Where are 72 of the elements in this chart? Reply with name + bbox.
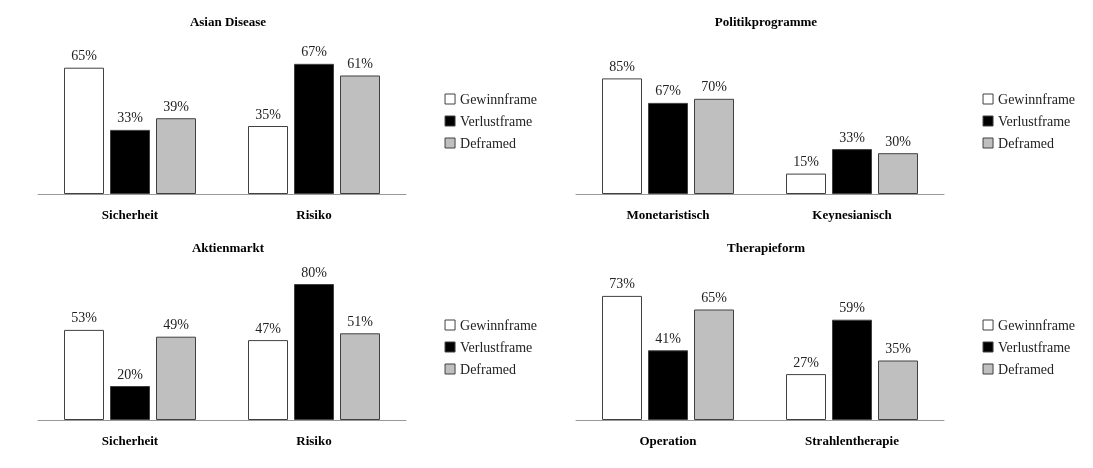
bar [694,309,734,420]
x-tick-label: Risiko [296,207,332,222]
legend-label: Gewinnframe [460,91,537,107]
x-tick-label: Strahlentherapie [805,433,900,448]
x-tick-label: Monetaristisch [626,207,711,222]
bar [832,149,872,194]
data-label: 67% [301,44,328,60]
data-label: 70% [701,79,728,95]
bar [878,153,918,194]
bar [110,386,150,420]
bar [64,67,104,194]
bar [156,336,196,420]
data-label: 30% [885,133,912,149]
bar [602,295,642,420]
legend-label: Gewinnframe [998,317,1075,333]
bar [110,129,150,194]
data-label: 49% [163,317,190,333]
bar [878,360,918,420]
bar [294,63,334,194]
legend-label: Deframed [460,135,516,151]
data-label: 65% [701,290,728,305]
bar [294,284,334,420]
bar [832,319,872,420]
bar [786,374,826,420]
bar [602,78,642,194]
legend-label: Gewinnframe [998,91,1075,107]
x-tick-label: Sicherheit [101,433,159,448]
legend-label: Deframed [998,361,1054,377]
chart-title: Asian Disease [189,14,267,29]
legend-label: Verlustframe [460,113,533,129]
data-label: 51% [347,313,374,329]
x-tick-label: Sicherheit [101,207,159,222]
bar [340,75,380,194]
data-label: 47% [255,320,282,336]
chart-title: Therapieform [727,240,806,255]
data-label: 61% [347,55,374,71]
data-label: 80% [301,264,328,280]
data-label: 39% [163,98,190,114]
chart-title: Politikprogramme [714,14,818,29]
x-tick-label: Operation [639,433,698,448]
bar [648,102,688,194]
bar [156,118,196,194]
bar [340,333,380,420]
data-label: 73% [609,276,636,292]
data-label: 35% [885,341,912,356]
data-label: 20% [117,366,144,382]
chart-title: Aktienmarkt [191,240,265,255]
data-label: 27% [793,354,820,370]
legend-label: Deframed [460,361,516,377]
data-label: 67% [655,83,682,99]
legend-label: Verlustframe [998,113,1071,129]
data-label: 65% [71,48,98,64]
legend-label: Deframed [998,135,1054,151]
data-label: 33% [117,110,144,126]
bar [694,98,734,194]
data-label: 35% [255,106,282,122]
x-tick-label: Keynesianisch [812,207,893,222]
data-label: 33% [839,129,866,145]
x-tick-label: Risiko [296,433,332,448]
data-label: 41% [655,330,682,346]
bar [786,173,826,194]
data-label: 59% [839,300,866,316]
legend-label: Verlustframe [998,339,1071,355]
bar [64,329,104,420]
legend-label: Gewinnframe [460,317,537,333]
legend-label: Verlustframe [460,339,533,355]
data-label: 15% [793,154,820,170]
data-label: 53% [71,310,98,326]
bar [248,340,288,420]
bar [248,126,288,194]
bar [648,350,688,420]
data-label: 85% [609,58,636,74]
